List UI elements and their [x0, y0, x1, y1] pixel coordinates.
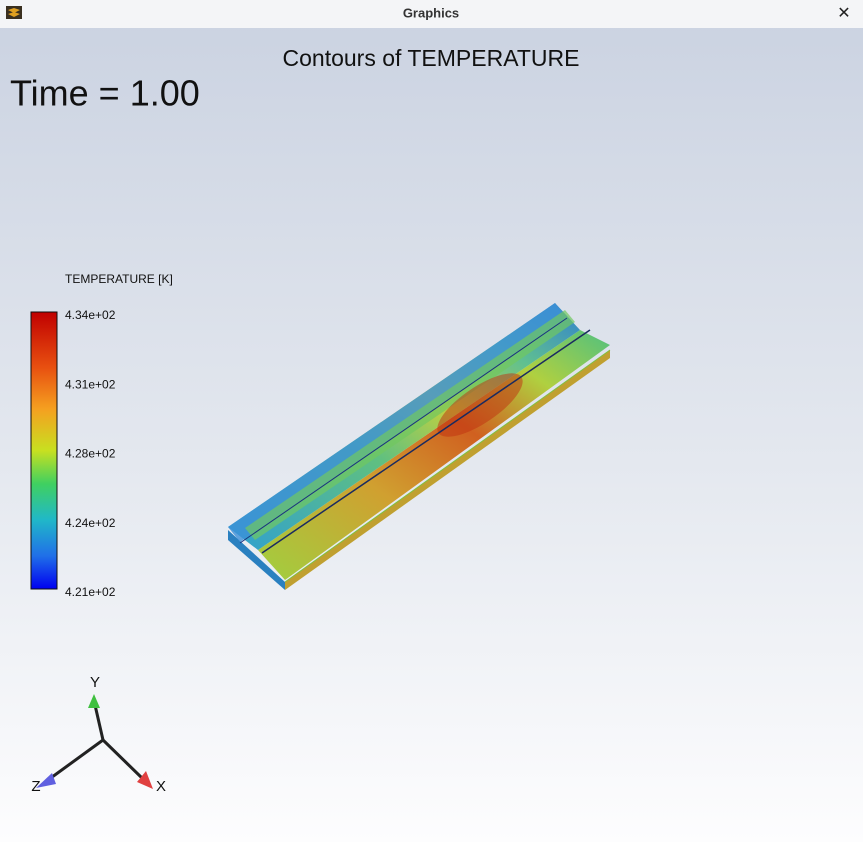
- legend-label: 4.34e+02: [65, 308, 116, 322]
- model: [228, 303, 611, 590]
- title-bar: [0, 0, 863, 28]
- legend-labels: 4.34e+02 4.31e+02 4.28e+02 4.24e+02 4.21e+02: [65, 308, 116, 599]
- axis-y-label: Y: [90, 674, 100, 691]
- graphics-title: Contours of TEMPERATURE: [283, 45, 580, 71]
- axis-z-label: Z: [31, 778, 40, 795]
- legend-label: 4.24e+02: [65, 516, 116, 530]
- axis-x-label: X: [156, 778, 166, 795]
- close-button[interactable]: ✕: [837, 5, 850, 22]
- color-bar: [30, 311, 58, 590]
- app-icon-mark: [8, 8, 20, 17]
- axis-triad: Y Z X: [31, 674, 166, 795]
- legend-label: 4.21e+02: [65, 585, 116, 599]
- time-label: Time = 1.00: [10, 73, 200, 114]
- legend-label: 4.28e+02: [65, 447, 116, 461]
- legend-label: 4.31e+02: [65, 377, 116, 391]
- legend-title: TEMPERATURE [K]: [65, 272, 173, 286]
- window-title: Graphics: [403, 5, 459, 20]
